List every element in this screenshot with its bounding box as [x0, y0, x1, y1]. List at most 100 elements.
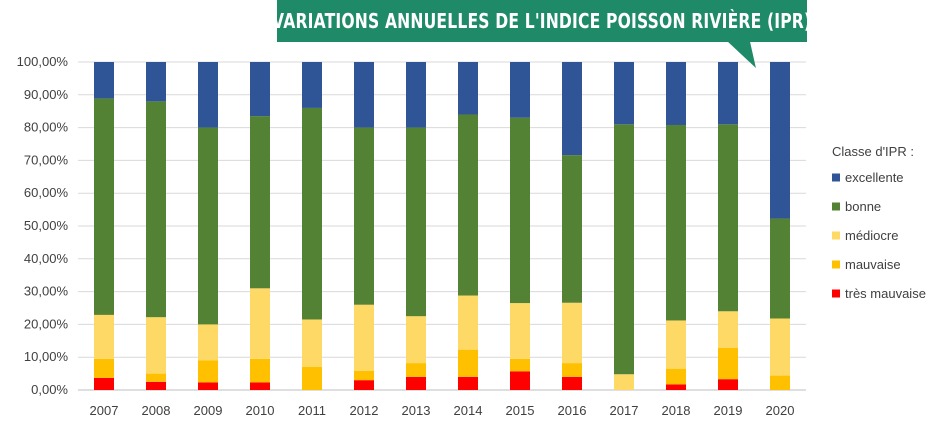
bar-segment	[718, 348, 738, 380]
bar-segment	[666, 384, 686, 390]
bar-segment	[718, 62, 738, 125]
bar-segment	[510, 371, 530, 390]
y-tick-label: 70,00%	[24, 152, 69, 167]
y-tick-label: 60,00%	[24, 185, 69, 200]
x-tick-label: 2016	[558, 403, 587, 418]
chart-title: VARIATIONS ANNUELLES DE L'INDICE POISSON…	[272, 9, 812, 33]
bar-segment	[458, 349, 478, 377]
y-tick-label: 40,00%	[24, 251, 69, 266]
x-tick-label: 2020	[766, 403, 795, 418]
bar-segment	[666, 368, 686, 385]
bar-segment	[354, 370, 374, 381]
y-tick-label: 0,00%	[31, 382, 68, 397]
legend-item: mauvaise	[832, 257, 901, 272]
legend-swatch	[832, 231, 840, 240]
bar-segment	[198, 382, 218, 390]
bar-segment	[250, 288, 270, 359]
x-axis: 2007 2008 2009 2010 2011 2012 2013 2014 2015 2016…	[90, 403, 795, 418]
y-tick-label: 80,00%	[24, 120, 69, 135]
bar-segment	[614, 62, 634, 125]
bar-stack-2013	[406, 62, 426, 390]
legend-label: bonne	[845, 199, 881, 214]
legend-label: très mauvaise	[845, 286, 926, 301]
y-tick-label: 50,00%	[24, 218, 69, 233]
bar-segment	[666, 124, 686, 321]
bar-segment	[614, 124, 634, 375]
bar-segment	[198, 127, 218, 325]
bar-segment	[458, 62, 478, 115]
bar-stack-2010	[250, 62, 270, 390]
y-tick-label: 100,00%	[17, 54, 69, 69]
bar-segment	[406, 62, 426, 128]
legend-label: mauvaise	[845, 257, 901, 272]
bar-segment	[250, 116, 270, 289]
legend: Classe d'IPR : excellente bonne médiocre ma…	[832, 144, 926, 301]
bar-segment	[458, 376, 478, 390]
gridlines	[78, 61, 806, 391]
bar-segment	[250, 62, 270, 117]
x-tick-label: 2011	[298, 403, 326, 418]
bar-segment	[770, 318, 790, 376]
bar-segment	[94, 62, 114, 99]
legend-swatch	[832, 260, 840, 269]
y-tick-label: 30,00%	[24, 284, 69, 299]
bar-segment	[250, 382, 270, 390]
legend-item: excellente	[832, 170, 904, 185]
bar-segment	[562, 155, 582, 303]
bar-stack-2007	[94, 62, 114, 390]
bar-segment	[614, 374, 634, 390]
chart-title-banner: VARIATIONS ANNUELLES DE L'INDICE POISSON…	[272, 0, 811, 42]
bar-segment	[354, 127, 374, 305]
bar-segment	[666, 62, 686, 125]
bars	[94, 62, 790, 390]
bar-segment	[302, 319, 322, 367]
bar-stack-2009	[198, 62, 218, 390]
x-tick-label: 2008	[142, 403, 171, 418]
legend-swatch	[832, 202, 840, 211]
bar-segment	[406, 316, 426, 364]
bar-segment	[666, 320, 686, 369]
x-tick-label: 2018	[662, 403, 691, 418]
bar-segment	[718, 124, 738, 312]
bar-segment	[302, 107, 322, 320]
bar-segment	[146, 317, 166, 374]
y-tick-label: 90,00%	[24, 87, 69, 102]
bar-segment	[562, 376, 582, 390]
bar-segment	[198, 324, 218, 361]
x-tick-label: 2007	[90, 403, 119, 418]
bar-segment	[458, 114, 478, 296]
legend-swatch	[832, 289, 840, 298]
bar-segment	[302, 366, 322, 390]
legend-item: très mauvaise	[832, 286, 926, 301]
bar-stack-2015	[510, 62, 530, 390]
bar-segment	[94, 358, 114, 378]
bar-segment	[94, 377, 114, 390]
bar-segment	[198, 62, 218, 128]
x-tick-label: 2017	[610, 403, 639, 418]
bar-segment	[146, 373, 166, 382]
bar-stack-2011	[302, 62, 322, 390]
bar-segment	[770, 375, 790, 390]
legend-swatch	[832, 173, 840, 182]
y-tick-label: 10,00%	[24, 349, 69, 364]
bar-stack-2012	[354, 62, 374, 390]
bar-segment	[146, 101, 166, 318]
bar-stack-2020	[770, 62, 790, 390]
legend-item: bonne	[832, 199, 881, 214]
bar-segment	[198, 360, 218, 383]
y-axis: 0,00% 10,00% 20,00% 30,00% 40,00% 50,00% 60,00…	[17, 54, 69, 397]
x-tick-label: 2012	[350, 403, 379, 418]
bar-segment	[354, 304, 374, 371]
bar-segment	[94, 314, 114, 359]
legend-label: médiocre	[845, 228, 898, 243]
x-tick-label: 2009	[194, 403, 223, 418]
bar-segment	[770, 62, 790, 219]
legend-title: Classe d'IPR :	[832, 144, 914, 159]
bar-stack-2016	[562, 62, 582, 390]
legend-item: médiocre	[832, 228, 898, 243]
y-tick-label: 20,00%	[24, 316, 69, 331]
bar-segment	[146, 381, 166, 390]
bar-stack-2014	[458, 62, 478, 390]
legend-label: excellente	[845, 170, 904, 185]
